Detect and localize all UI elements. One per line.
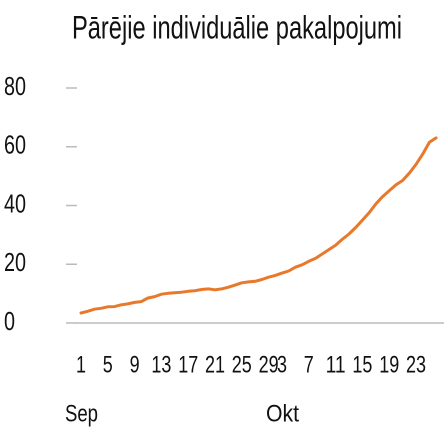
y-tick-label: 60 xyxy=(4,130,26,160)
x-tick-label: 25 xyxy=(232,351,252,378)
x-group-label: Okt xyxy=(266,400,299,427)
x-tick-label: 13 xyxy=(151,351,171,378)
x-tick-label: 5 xyxy=(103,351,113,378)
x-tick-label: 29 xyxy=(259,351,279,378)
x-tick-label: 7 xyxy=(304,351,314,378)
y-tick-label: 80 xyxy=(4,71,26,101)
x-tick-label: 3 xyxy=(277,351,287,378)
y-tick-label: 20 xyxy=(4,247,26,277)
y-tick-label: 40 xyxy=(4,188,26,218)
x-tick-label: 1 xyxy=(76,351,86,378)
y-tick-label: 0 xyxy=(4,306,15,336)
x-tick-label: 23 xyxy=(406,351,426,378)
x-tick-label: 15 xyxy=(352,351,372,378)
x-tick-label: 19 xyxy=(379,351,399,378)
x-tick-label: 11 xyxy=(326,351,346,378)
line xyxy=(79,136,438,315)
x-group-label: Sep xyxy=(65,400,98,427)
chart-title: Pārējie individuālie pakalpojumi xyxy=(72,9,402,45)
x-tick-label: 17 xyxy=(178,351,198,378)
x-tick-label: 9 xyxy=(130,351,140,378)
x-tick-label: 21 xyxy=(205,351,225,378)
